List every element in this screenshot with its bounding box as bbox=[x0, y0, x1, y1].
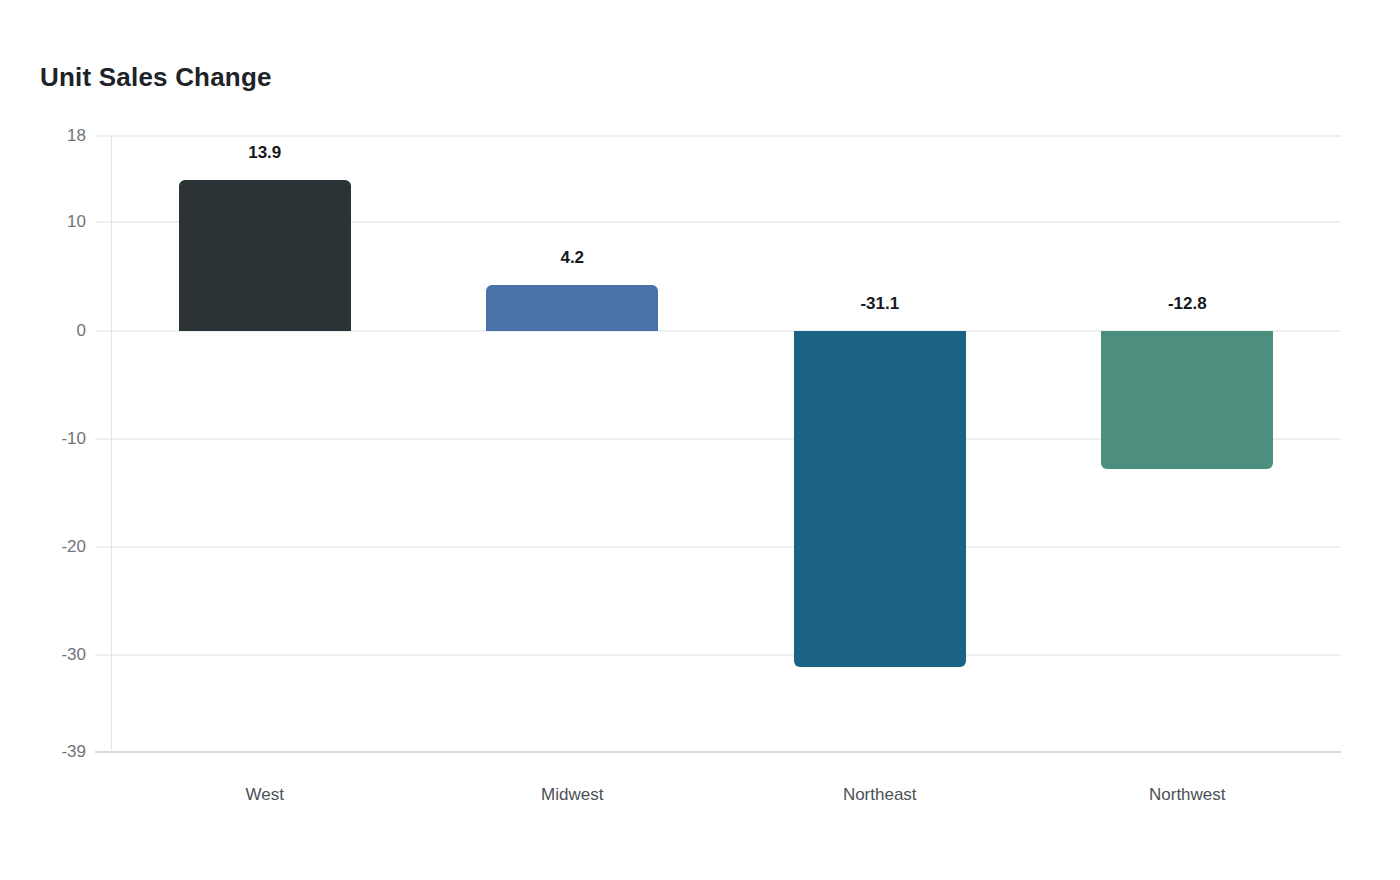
x-axis-baseline bbox=[95, 751, 1341, 753]
y-axis-tick-label: -10 bbox=[24, 428, 86, 450]
x-axis-label-midwest: Midwest bbox=[482, 783, 662, 807]
value-label-northeast: -31.1 bbox=[820, 293, 940, 315]
y-axis-tick-label: 18 bbox=[24, 125, 86, 147]
value-label-west: 13.9 bbox=[205, 142, 325, 164]
x-axis-label-west: West bbox=[175, 783, 355, 807]
value-label-midwest: 4.2 bbox=[512, 247, 632, 269]
y-axis-tick-label: -20 bbox=[24, 536, 86, 558]
bar-midwest bbox=[486, 285, 658, 330]
bar-northwest bbox=[1101, 331, 1273, 469]
gridline bbox=[95, 135, 1341, 137]
gridline bbox=[95, 546, 1341, 548]
y-axis-tick-label: 0 bbox=[24, 320, 86, 342]
y-axis-line bbox=[111, 136, 112, 752]
value-label-northwest: -12.8 bbox=[1127, 293, 1247, 315]
bar-west bbox=[179, 180, 351, 330]
y-axis-tick-label: -30 bbox=[24, 644, 86, 666]
x-axis-label-northeast: Northeast bbox=[790, 783, 970, 807]
y-axis-tick-label: -39 bbox=[24, 741, 86, 763]
gridline bbox=[95, 654, 1341, 656]
x-axis-label-northwest: Northwest bbox=[1097, 783, 1277, 807]
bar-northeast bbox=[794, 331, 966, 667]
bar-chart-plot-area: 18 10 0 -10 -20 -30 -39 13.9 West 4.2 Midwest -31.1… bbox=[0, 0, 1400, 880]
chart-canvas: Unit Sales Change 18100-10-20-30-3913.9W… bbox=[0, 0, 1400, 880]
y-axis-tick-label: 10 bbox=[24, 211, 86, 233]
